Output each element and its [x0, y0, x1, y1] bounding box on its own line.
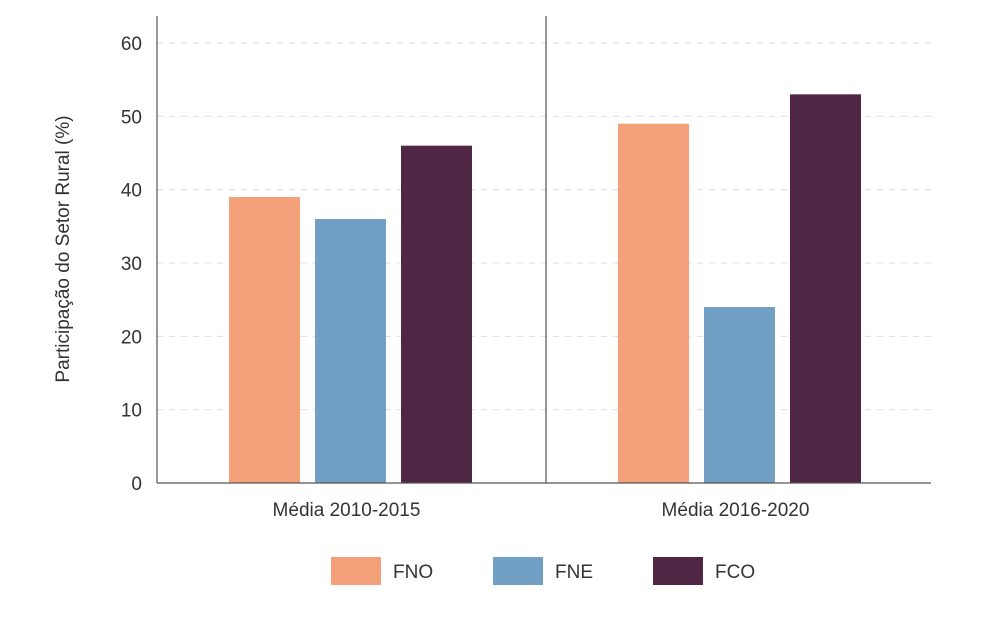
- bar-fno-2: [618, 123, 689, 484]
- y-tick-label: 60: [121, 34, 142, 55]
- legend-swatch: [653, 557, 703, 585]
- bars: [229, 94, 861, 484]
- axes: [156, 16, 931, 484]
- bar-fno-1: [229, 197, 300, 483]
- legend: FNO FNE FCO: [331, 557, 755, 585]
- y-tick-label: 0: [131, 474, 142, 495]
- legend-item-fne: FNE: [493, 557, 593, 585]
- legend-label: FNO: [393, 562, 433, 583]
- legend-label: FNE: [555, 562, 593, 583]
- y-tick-label: 30: [121, 254, 142, 275]
- y-tick-labels: 0 10 20 30 40 50 60: [121, 34, 142, 495]
- y-axis-title: Participação do Setor Rural (%): [53, 115, 74, 382]
- legend-item-fno: FNO: [331, 557, 433, 585]
- category-label: Média 2016-2020: [662, 500, 810, 521]
- legend-item-fco: FCO: [653, 557, 755, 585]
- bar-fne-1: [315, 219, 386, 483]
- legend-label: FCO: [715, 562, 755, 583]
- bar-fne-2: [704, 307, 775, 483]
- y-tick-label: 20: [121, 327, 142, 348]
- y-tick-label: 10: [121, 401, 142, 422]
- category-labels: Média 2010-2015 Média 2016-2020: [273, 500, 810, 521]
- category-label: Média 2010-2015: [273, 500, 421, 521]
- y-tick-label: 50: [121, 107, 142, 128]
- gridlines: [157, 42, 931, 411]
- bar-fco-1: [401, 145, 472, 483]
- y-tick-label: 40: [121, 181, 142, 202]
- bar-fco-2: [790, 94, 861, 483]
- legend-swatch: [331, 557, 381, 585]
- legend-swatch: [493, 557, 543, 585]
